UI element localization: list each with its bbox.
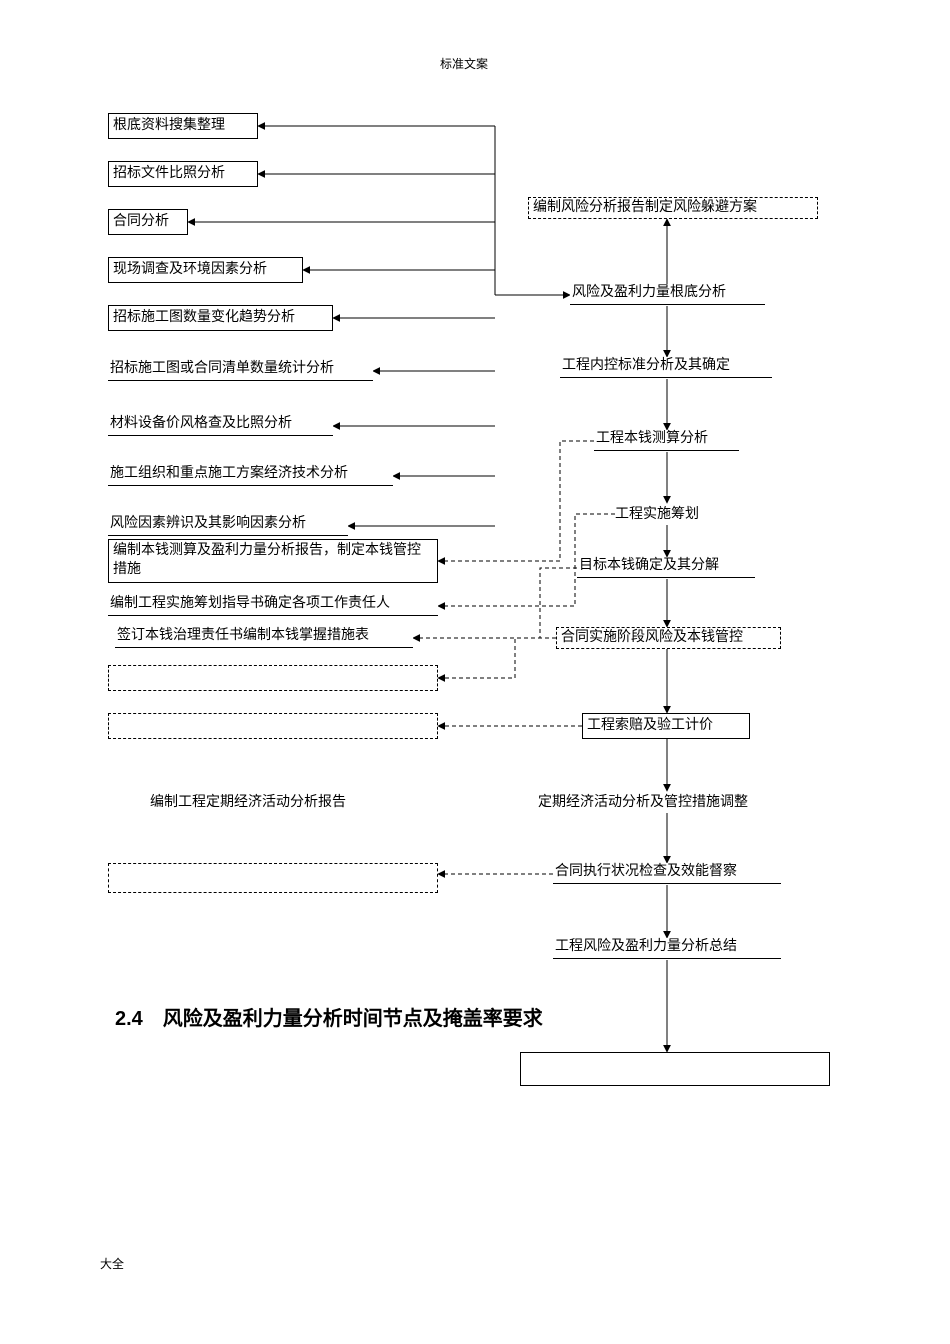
- flow-node-L6: 招标施工图或合同清单数量统计分析: [108, 360, 373, 381]
- flow-node-L11: 编制工程实施筹划指导书确定各项工作责任人: [108, 595, 438, 616]
- flow-node-R1: 编制风险分析报告制定风险躲避方案: [528, 197, 818, 219]
- flow-node-L4: 现场调查及环境因素分析: [108, 257, 303, 283]
- flow-node-L1: 根底资料搜集整理: [108, 113, 258, 139]
- page-footer: 大全: [100, 1255, 124, 1272]
- section-heading: 2.4 风险及盈利力量分析时间节点及掩盖率要求: [115, 1002, 543, 1031]
- flow-node-R2: 风险及盈利力量根底分析: [570, 284, 765, 305]
- flow-node-L16: [108, 863, 438, 893]
- flow-node-R12: [520, 1052, 830, 1086]
- flow-node-R7: 合同实施阶段风险及本钱管控: [556, 627, 781, 649]
- flow-node-R11: 工程风险及盈利力量分析总结: [553, 938, 781, 959]
- flow-node-R6: 目标本钱确定及其分解: [577, 557, 755, 578]
- page-root: 标准文案 大全 2.4 风险及盈利力量分析时间节点及掩盖率要求 根底资料搜集整理…: [0, 0, 950, 1344]
- flow-node-L10: 编制本钱测算及盈利力量分析报告，制定本钱管控措施: [108, 539, 438, 583]
- page-header: 标准文案: [440, 55, 488, 72]
- flow-node-R8: 工程索赔及验工计价: [582, 713, 750, 739]
- flow-node-L8: 施工组织和重点施工方案经济技术分析: [108, 465, 393, 486]
- flow-node-R3: 工程内控标准分析及其确定: [560, 357, 772, 378]
- flow-node-R4: 工程本钱测算分析: [594, 430, 739, 451]
- flow-node-L12: 签订本钱治理责任书编制本钱掌握措施表: [115, 627, 413, 648]
- flow-edge-12: [438, 638, 556, 678]
- flow-node-L7: 材料设备价风格查及比照分析: [108, 415, 333, 436]
- flow-node-L13: [108, 665, 438, 691]
- flow-edge-9: [438, 441, 594, 561]
- flow-node-L9: 风险因素辨识及其影响因素分析: [108, 515, 348, 536]
- flow-node-L2: 招标文件比照分析: [108, 161, 258, 187]
- flow-node-R10: 合同执行状况检查及效能督察: [553, 863, 781, 884]
- flow-node-L3: 合同分析: [108, 209, 188, 235]
- flow-node-L15: 编制工程定期经济活动分析报告: [150, 791, 410, 811]
- flow-node-R9: 定期经济活动分析及管控措施调整: [538, 791, 798, 811]
- flow-node-L14: [108, 713, 438, 739]
- flow-node-L5: 招标施工图数量变化趋势分析: [108, 305, 333, 331]
- flow-node-R5: 工程实施筹划: [615, 503, 725, 523]
